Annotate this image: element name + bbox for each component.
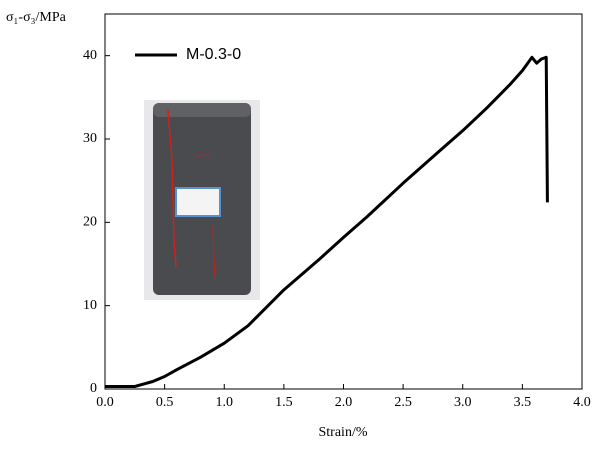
x-tick-label: 1.5 — [275, 395, 293, 410]
y-tick-label: 30 — [83, 131, 97, 146]
x-tick-label: 0.5 — [156, 395, 174, 410]
x-tick-label: 4.0 — [573, 395, 591, 410]
specimen-photo — [144, 100, 260, 300]
legend-label: M-0.3-0 — [186, 46, 241, 63]
crack — [194, 154, 211, 157]
x-tick-label: 3.5 — [514, 395, 532, 410]
x-tick-label: 3.0 — [454, 395, 472, 410]
data-line — [105, 55, 549, 388]
x-axis-label: Strain/% — [319, 425, 368, 440]
x-tick-label: 2.5 — [394, 395, 412, 410]
y-axis-label: σ₁-σ₃/MPa — [6, 10, 67, 25]
y-tick-label: 20 — [83, 215, 97, 230]
crack — [167, 109, 177, 269]
x-tick-label: 0.0 — [96, 395, 114, 410]
y-tick-label: 40 — [83, 48, 97, 63]
y-tick-label: 10 — [83, 298, 97, 313]
label-sticker — [175, 187, 221, 217]
specimen-top — [153, 103, 251, 117]
crack — [212, 224, 216, 279]
y-tick-label: 0 — [90, 381, 97, 396]
x-tick-label: 2.0 — [335, 395, 353, 410]
x-tick-label: 1.0 — [216, 395, 234, 410]
